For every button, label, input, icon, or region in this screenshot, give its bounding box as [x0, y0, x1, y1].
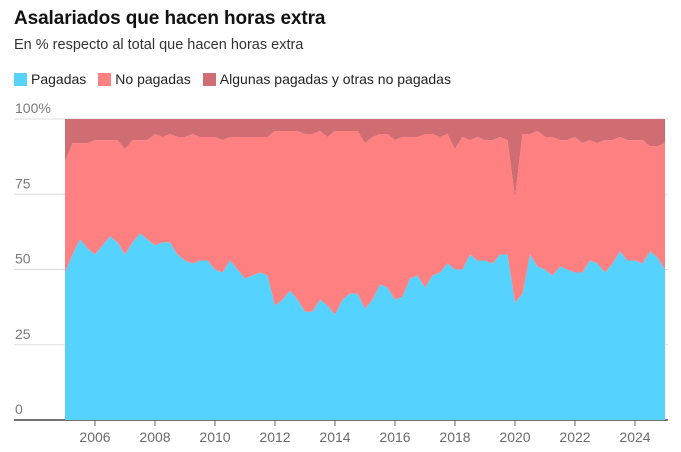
legend-item-no-pagadas: No pagadas	[98, 71, 191, 87]
x-tick-label-2006: 2006	[79, 429, 110, 445]
legend-label-pagadas: Pagadas	[31, 71, 87, 87]
y-tick-label-75: 75	[15, 175, 31, 191]
legend-swatch-algunas	[202, 72, 216, 86]
legend-label-no-pagadas: No pagadas	[115, 71, 191, 87]
x-tick-label-2010: 2010	[199, 429, 230, 445]
y-axis-ticks: 0 25 50 75 100%	[15, 100, 51, 417]
chart-subtitle: En % respecto al total que hacen horas e…	[14, 37, 304, 53]
x-tick-label-2020: 2020	[499, 429, 530, 445]
area-series-1	[65, 233, 665, 420]
y-tick-label-50: 50	[15, 251, 31, 267]
area-series-3	[65, 119, 665, 198]
x-axis-ticks: 2006 2008 2010 2012 2014 2016 2018 2020 2022 2024	[79, 420, 651, 445]
area-series-group	[65, 119, 665, 420]
legend-label-algunas: Algunas pagadas y otras no pagadas	[219, 71, 451, 87]
y-tick-label-0: 0	[15, 401, 23, 417]
legend: Pagadas No pagadas Algunas pagadas y otr…	[14, 71, 463, 87]
x-tick-label-2022: 2022	[559, 429, 590, 445]
chart-title: Asalariados que hacen horas extra	[14, 8, 326, 29]
y-tick-label-25: 25	[15, 326, 31, 342]
x-tick-label-2018: 2018	[439, 429, 470, 445]
legend-swatch-pagadas	[14, 72, 27, 86]
legend-swatch-no-pagadas	[98, 72, 112, 86]
x-tick-label-2016: 2016	[379, 429, 410, 445]
legend-item-pagadas: Pagadas	[14, 71, 86, 87]
x-tick-label-2014: 2014	[319, 429, 350, 445]
area-series-2	[65, 131, 665, 315]
x-tick-label-2012: 2012	[259, 429, 290, 445]
legend-item-algunas: Algunas pagadas y otras no pagadas	[202, 71, 451, 87]
x-tick-label-2008: 2008	[139, 429, 170, 445]
x-tick-label-2024: 2024	[619, 429, 650, 445]
y-tick-label-100: 100%	[15, 100, 51, 116]
